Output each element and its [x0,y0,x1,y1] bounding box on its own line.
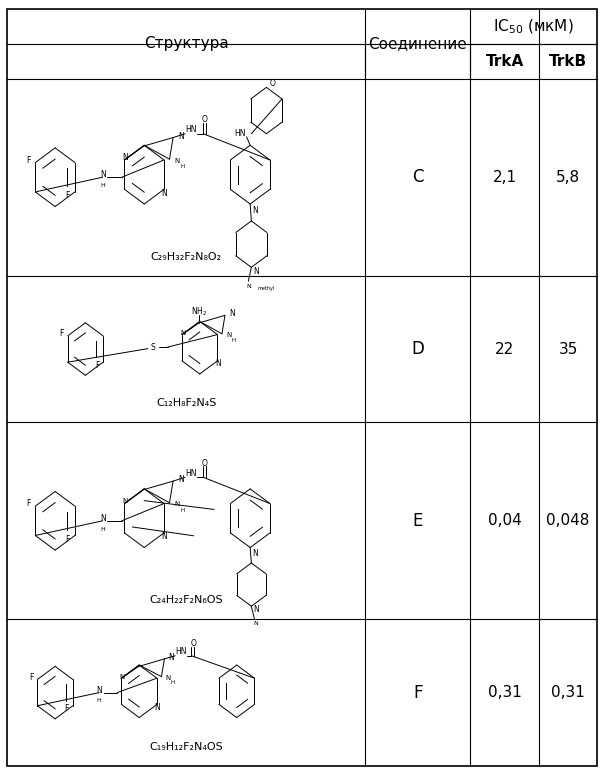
Text: N: N [180,330,185,336]
Text: N: N [226,332,231,339]
Text: HN: HN [176,647,187,656]
Text: D: D [411,340,424,358]
Text: TrkA: TrkA [486,53,524,69]
Text: Структура: Структура [144,36,229,51]
Text: N: N [246,284,251,289]
Text: N: N [178,475,184,484]
Text: H: H [100,183,105,188]
Text: N: N [175,501,179,508]
Text: N: N [252,549,258,558]
Text: N: N [122,153,128,162]
Text: C₁₉H₁₂F₂N₄OS: C₁₉H₁₂F₂N₄OS [149,742,223,752]
Text: H: H [231,338,236,343]
Text: F: F [26,156,30,165]
Text: 0,31: 0,31 [551,685,585,700]
Text: 0,04: 0,04 [488,513,522,529]
Text: C₂₄H₂₂F₂N₆OS: C₂₄H₂₂F₂N₆OS [149,595,223,605]
Text: F: F [59,329,64,338]
Text: NH$_2$: NH$_2$ [191,305,207,318]
Text: H: H [181,508,184,513]
Text: F: F [413,684,422,701]
Text: 35: 35 [558,342,578,356]
Text: N: N [97,686,102,694]
Text: F: F [65,191,70,200]
Text: E: E [413,512,423,530]
Text: S: S [150,343,155,352]
Text: N: N [178,132,184,140]
Text: methyl: methyl [257,286,275,291]
Text: N: N [123,498,127,505]
Text: N: N [215,360,221,368]
Text: N: N [253,267,259,276]
Text: F: F [65,704,69,713]
Text: O: O [269,79,275,88]
Text: IC$_{50}$ (мкМ): IC$_{50}$ (мкМ) [493,17,574,36]
Text: H: H [100,527,105,532]
Text: N: N [165,675,171,681]
Text: 5,8: 5,8 [556,170,580,184]
Text: C₂₉H₃₂F₂N₈O₂: C₂₉H₃₂F₂N₈O₂ [151,252,222,262]
Text: 0,048: 0,048 [547,513,590,529]
Text: F: F [65,535,70,544]
Text: N: N [100,514,106,523]
Text: F: F [95,360,99,370]
Text: N: N [120,673,124,680]
Text: N: N [254,621,259,625]
Text: N: N [253,604,259,614]
Text: N: N [162,532,167,541]
Text: O: O [202,459,208,468]
Text: F: F [29,673,34,682]
Text: HN: HN [234,129,245,138]
Text: N: N [155,703,161,712]
Text: TrkB: TrkB [549,53,587,69]
Text: 2,1: 2,1 [493,170,517,184]
Text: C: C [412,168,423,186]
Text: O: O [190,639,196,648]
Text: F: F [26,499,30,508]
Text: C₁₂H₈F₂N₄S: C₁₂H₈F₂N₄S [156,398,216,408]
Text: O: O [202,115,208,124]
Text: N: N [100,170,106,180]
Text: 22: 22 [495,342,515,356]
Text: N: N [162,188,167,198]
Text: 0,31: 0,31 [488,685,522,700]
Text: N: N [252,205,258,215]
Text: H: H [97,698,101,703]
Text: N: N [169,653,175,662]
Text: N: N [175,158,179,164]
Text: Соединение: Соединение [368,36,467,51]
Text: H: H [170,680,175,685]
Text: HN: HN [185,126,197,134]
Text: H: H [181,164,184,170]
Text: HN: HN [185,469,197,478]
Text: N: N [229,309,235,319]
